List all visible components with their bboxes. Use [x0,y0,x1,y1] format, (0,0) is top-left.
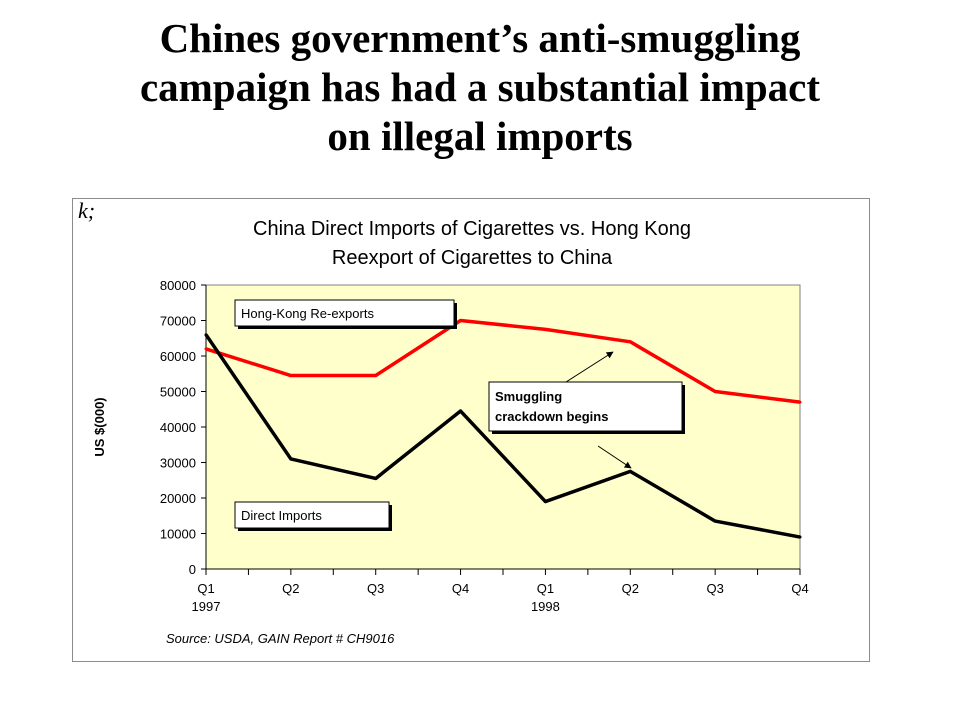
data-point [543,500,547,504]
y-tick-label: 20000 [160,491,196,506]
data-point [459,319,463,322]
y-tick-label: 30000 [160,456,196,471]
x-tick-label: Q4 [791,581,808,596]
y-tick-label: 0 [189,562,196,577]
series-label-direct-imports-text: Direct Imports [241,508,322,523]
data-point [459,409,463,413]
data-point [713,519,717,523]
series-label-direct-imports-box [234,501,390,529]
chart-title-line: Reexport of Cigarettes to China [332,247,613,269]
annotation-box [488,381,683,432]
x-tick-label: Q2 [282,581,299,596]
series-line-hong-kong-reexports [205,318,801,404]
series-line-direct-imports [204,333,801,539]
data-point [543,327,547,331]
y-axis-label: US $(000) [92,397,107,456]
series-label-hong-kong-reexports-box [234,299,455,327]
data-point [204,347,208,351]
x-tick-label: Q3 [706,581,723,596]
x-year-label: 1998 [531,599,560,614]
x-tick-label: Q1 [537,581,554,596]
y-tick-label: 10000 [160,527,196,542]
x-tick-label: Q4 [452,581,469,596]
y-tick-label: 50000 [160,385,196,400]
data-point [204,333,208,337]
data-point [628,469,632,473]
x-tick-label: Q3 [367,581,384,596]
x-year-label: 1997 [192,599,221,614]
slide-title-line: on illegal imports [327,113,633,160]
data-point [374,476,378,480]
x-tick-label: Q2 [622,581,639,596]
data-point [289,374,293,378]
annotation-text-line: Smuggling [495,389,562,404]
data-point [713,390,717,393]
annotation-text-line: crackdown begins [495,409,608,424]
source-note: Source: USDA, GAIN Report # CH9016 [166,631,395,646]
x-tick-label: Q1 [197,581,214,596]
data-point [798,400,802,404]
y-tick-label: 70000 [160,314,196,329]
slide-title-line: campaign has had a substantial impact [139,64,821,111]
annotation-arrow-direct-imports [597,445,632,469]
y-tick-label: 80000 [160,278,196,293]
series-label-hong-kong-reexports-text: Hong-Kong Re-exports [241,306,374,321]
data-point [628,340,632,344]
annotation-arrow-reexports [565,351,614,383]
data-point [374,374,378,378]
corner-mark: k; [78,198,96,223]
slide-title-line: Chines government’s anti-smuggling [159,15,801,61]
chart-title-line: China Direct Imports of Cigarettes vs. H… [253,218,691,240]
slide-title: Chines government’s anti-smuggling campa… [40,14,920,162]
y-tick-label: 60000 [160,349,196,364]
data-point [798,535,802,539]
data-point [289,457,293,461]
y-tick-label: 40000 [160,420,196,435]
